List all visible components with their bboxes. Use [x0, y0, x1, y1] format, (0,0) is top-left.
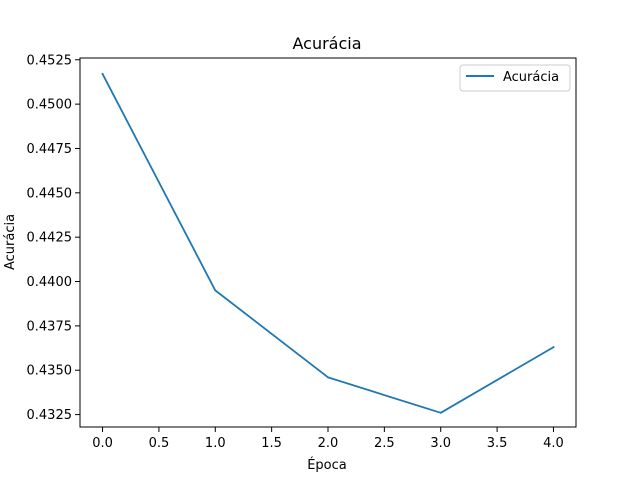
- x-tick-label: 0.5: [149, 436, 170, 451]
- y-tick-label: 0.4325: [27, 408, 73, 423]
- x-tick-label: 1.0: [205, 436, 226, 451]
- x-tick-label: 2.0: [318, 436, 339, 451]
- x-tick-label: 3.5: [487, 436, 508, 451]
- series-layer: [101, 72, 555, 414]
- x-tick-label: 2.5: [374, 436, 395, 451]
- legend-label: Acurácia: [503, 70, 559, 85]
- data-point: [101, 73, 104, 75]
- data-point: [214, 289, 217, 292]
- x-tick-label: 4.0: [543, 436, 564, 451]
- y-tick-label: 0.4350: [27, 364, 73, 379]
- data-point: [327, 376, 329, 379]
- y-tick-label: 0.4525: [27, 53, 73, 68]
- chart-title: Acurácia: [292, 34, 361, 53]
- y-tick-label: 0.4400: [27, 275, 73, 290]
- y-tick-label: 0.4500: [27, 98, 73, 113]
- x-axis-label: Época: [307, 457, 347, 473]
- x-tick-label: 3.0: [430, 436, 451, 451]
- y-tick-label: 0.4475: [27, 142, 73, 157]
- x-tick-label: 0.0: [92, 436, 113, 451]
- y-axis-label: Acurácia: [3, 214, 18, 270]
- y-tick-label: 0.4375: [27, 319, 73, 334]
- plot-area-frame: [79, 57, 577, 428]
- x-tick-label: 1.5: [261, 436, 282, 451]
- axis-ticks: 0.0 0.5 1.0 1.5 2.0 2.5 3.0 3.5 4.0 0.4325 0.4350 0…: [27, 53, 564, 451]
- legend-box: [459, 64, 571, 92]
- data-point: [552, 346, 555, 349]
- data-point: [439, 411, 442, 414]
- y-tick-label: 0.4450: [27, 186, 73, 201]
- legend: Acurácia: [459, 64, 571, 92]
- y-tick-label: 0.4425: [27, 231, 73, 246]
